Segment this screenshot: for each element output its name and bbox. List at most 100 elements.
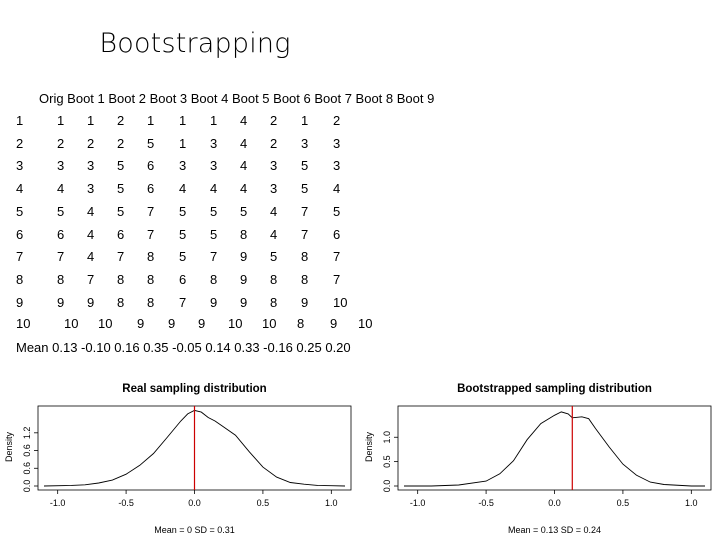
table-cell: 3 (301, 135, 309, 151)
y-tick-label: 0.6 (22, 462, 32, 475)
table-cell: 9 (57, 294, 65, 310)
x-tick-label: 0.0 (548, 498, 561, 508)
x-tick-label: -0.5 (118, 498, 134, 508)
x-tick-label: 1.0 (685, 498, 698, 508)
table-cell: 1 (16, 113, 24, 128)
table-cell: 6 (179, 271, 187, 287)
y-axis-label: Density (4, 431, 14, 462)
table-cell: 10 (98, 316, 113, 331)
table-cell: 5 (57, 203, 65, 219)
table-cell: 8 (117, 271, 125, 287)
table-cell: 7 (333, 249, 341, 265)
table-cell: 10 (358, 316, 373, 331)
table-cell: 8 (117, 294, 125, 310)
table-cell: 4 (87, 249, 95, 265)
y-tick-label: 0.0 (382, 480, 392, 493)
table-cell: 9 (330, 316, 338, 331)
table-cell: 2 (333, 113, 341, 128)
table-cell: 5 (210, 226, 218, 242)
table-cell: 2 (117, 135, 125, 151)
table-cell: 3 (270, 158, 278, 174)
table-cell: 5 (16, 203, 24, 219)
table-cell: 10 (262, 316, 277, 331)
table-cell: 7 (179, 294, 187, 310)
table-cell: 8 (16, 271, 24, 287)
table-cell: 4 (270, 203, 278, 219)
table-cell: 6 (333, 226, 341, 242)
table-cell: 7 (147, 203, 155, 219)
table-cell: 7 (117, 249, 125, 265)
slide-title: Bootstrapping (99, 28, 291, 59)
x-tick-label: 1.0 (325, 498, 338, 508)
x-tick-label: 0.5 (257, 498, 270, 508)
table-cell: 1 (210, 113, 218, 128)
table-cell: 4 (87, 203, 95, 219)
table-cell: 8 (270, 294, 278, 310)
table-cell: 9 (240, 271, 248, 287)
table-cell: 9 (16, 294, 24, 310)
y-axis-label: Density (364, 431, 374, 462)
table-cell: 6 (117, 226, 125, 242)
table-cell: 9 (240, 294, 248, 310)
table-cell: 1 (87, 113, 95, 128)
table-cell: 9 (198, 316, 206, 331)
x-tick-label: -0.5 (478, 498, 494, 508)
table-cell: 7 (333, 271, 341, 287)
table-cell: 3 (333, 135, 341, 151)
table-cell: 10 (64, 316, 79, 331)
table-cell: 3 (210, 158, 218, 174)
chart-title: Bootstrapped sampling distribution (457, 383, 652, 395)
table-cell: 4 (179, 181, 187, 197)
y-tick-label: 1.2 (22, 427, 32, 440)
table-cell: 8 (297, 316, 305, 331)
table-cell: 6 (147, 181, 155, 197)
table-cell: 9 (137, 316, 145, 331)
x-axis-label: Mean = 0.13 SD = 0.24 (508, 525, 601, 535)
table-cell: 7 (301, 203, 309, 219)
table-cell: 7 (210, 249, 218, 265)
table-cell: 5 (301, 158, 309, 174)
table-cell: 4 (333, 181, 341, 197)
table-cell: 8 (301, 249, 309, 265)
table-cell: 10 (228, 316, 243, 331)
table-cell: 3 (57, 158, 65, 174)
table-cell: 1 (179, 135, 187, 151)
table-cell: 5 (147, 135, 155, 151)
table-cell: 9 (210, 294, 218, 310)
table-cell: 3 (87, 181, 95, 197)
table-cell: 1 (147, 113, 155, 128)
table-cell: 7 (57, 249, 65, 265)
table-cell: 7 (16, 249, 24, 265)
table-cell: 3 (210, 135, 218, 151)
table-cell: 4 (240, 113, 248, 128)
density-curve (43, 409, 346, 487)
real-sampling-distribution-chart: Real sampling distribution -1.0 -0.5 0.0 0.5… (4, 383, 352, 535)
table-cell: 3 (270, 181, 278, 197)
bootstrap-table: 1 1 1 2 1 1 1 4 2 1 2 2 2 2 2 5 1 3 4 2 3 3 3 3 3 5 6 3 3 4 3 5 3 4 4 3 5 6 4 4… (16, 113, 373, 331)
table-cell: 4 (87, 226, 95, 242)
table-cell: 1 (301, 113, 309, 128)
x-tick-label: 0.5 (617, 498, 630, 508)
table-cell: 7 (87, 271, 95, 287)
table-cell: 9 (301, 294, 309, 310)
table-cell: 8 (147, 249, 155, 265)
table-cell: 2 (57, 135, 65, 151)
table-cell: 3 (16, 158, 24, 174)
mean-row: Mean 0.13 -0.10 0.16 0.35 -0.05 0.14 0.3… (16, 340, 351, 355)
chart-title: Real sampling distribution (122, 383, 266, 395)
table-cell: 8 (57, 271, 65, 287)
table-cell: 1 (179, 113, 187, 128)
table-cell: 10 (333, 294, 348, 310)
x-tick-label: -1.0 (50, 498, 66, 508)
table-cell: 1 (57, 113, 65, 128)
table-cell: 3 (87, 158, 95, 174)
x-axis-label: Mean = 0 SD = 0.31 (154, 525, 235, 535)
table-cell: 7 (147, 226, 155, 242)
table-cell: 5 (117, 203, 125, 219)
table-cell: 4 (16, 181, 24, 197)
table-cell: 8 (147, 271, 155, 287)
table-cell: 6 (147, 158, 155, 174)
table-cell: 9 (87, 294, 95, 310)
table-cell: 5 (333, 203, 341, 219)
table-cell: 7 (301, 226, 309, 242)
